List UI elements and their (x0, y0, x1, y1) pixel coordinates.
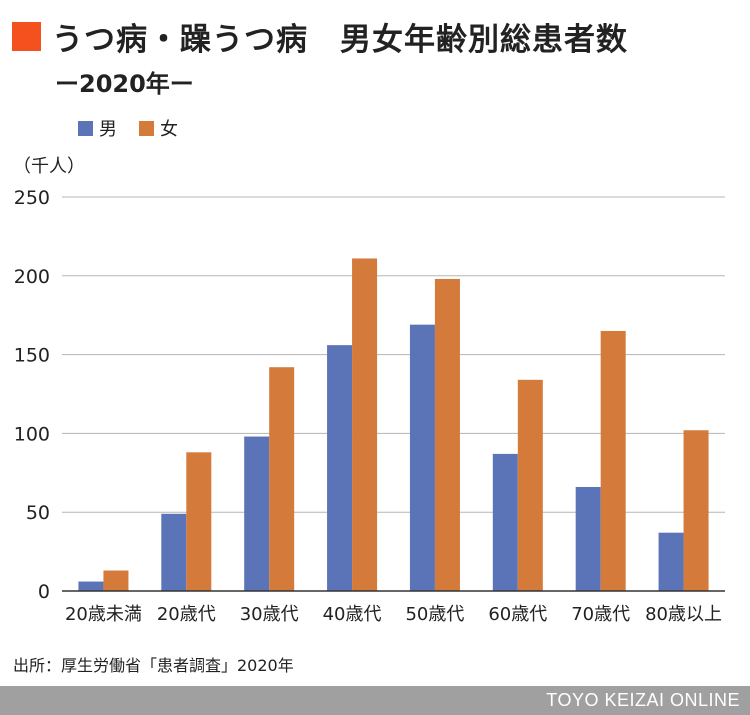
x-tick-label-2: 30歳代 (240, 604, 299, 625)
bar-female-2 (269, 367, 295, 591)
legend-swatch-female (139, 120, 154, 136)
bar-female-1 (186, 452, 212, 591)
chart-title: うつ病・躁うつ病 男女年齢別総患者数 (52, 22, 628, 58)
y-tick-label-150: 150 (14, 345, 50, 367)
legend-item-male: 男 (78, 115, 117, 141)
x-tick-label-6: 70歳代 (571, 604, 630, 625)
bar-female-4 (434, 278, 460, 591)
bar-female-3 (352, 258, 378, 591)
x-tick-label-3: 40歳代 (323, 604, 382, 625)
y-tick-label-250: 250 (14, 187, 50, 209)
x-tick-label-7: 80歳以上 (645, 604, 722, 625)
y-axis-unit-label: （千人） (13, 156, 85, 177)
bar-male-3 (327, 345, 353, 591)
bar-female-6 (600, 330, 626, 591)
bar-chart: 0 50 100 150 200 250 20歳未満 20歳代 30歳代 40歳代 50歳代 60歳代… (14, 187, 725, 625)
y-tick-label-50: 50 (26, 502, 50, 524)
x-tick-label-5: 60歳代 (488, 604, 547, 625)
bar-male-2 (244, 436, 270, 591)
bar-male-4 (409, 324, 435, 591)
title-marker (12, 22, 41, 51)
source-note: 出所：厚生労働省「患者調査」2020年 (13, 656, 294, 675)
bar-male-1 (161, 513, 187, 591)
x-tick-label-1: 20歳代 (157, 604, 216, 625)
bar-female-0 (103, 570, 129, 591)
bar-male-6 (575, 486, 601, 591)
bar-female-5 (517, 379, 543, 591)
x-tick-label-0: 20歳未満 (65, 604, 142, 625)
bar-male-7 (658, 532, 684, 591)
legend-label-male: 男 (99, 119, 117, 140)
y-tick-label-200: 200 (14, 266, 50, 288)
legend: 男 女 (78, 115, 200, 141)
legend-item-female: 女 (139, 115, 178, 141)
y-tick-label-0: 0 (38, 581, 50, 603)
chart-subtitle: ー2020年ー (55, 70, 194, 98)
footer-bar: TOYO KEIZAI ONLINE (0, 686, 750, 715)
legend-label-female: 女 (160, 119, 178, 140)
bar-male-0 (78, 581, 104, 591)
brand-label: TOYO KEIZAI ONLINE (546, 690, 740, 710)
bar-male-5 (492, 453, 518, 591)
bar-female-7 (683, 430, 709, 591)
x-tick-label-4: 50歳代 (405, 604, 464, 625)
legend-swatch-male (78, 120, 93, 136)
y-tick-label-100: 100 (14, 423, 50, 445)
